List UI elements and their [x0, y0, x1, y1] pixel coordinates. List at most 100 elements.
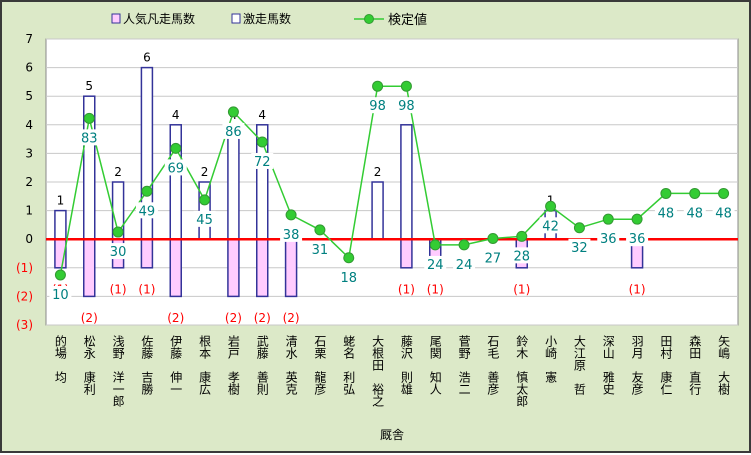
- bar-人気凡走馬数: [83, 238, 96, 298]
- point-検定値: [718, 187, 730, 199]
- legend-label-激走馬数: 激走馬数: [243, 11, 291, 26]
- bar-label-人気凡走馬数: (2): [81, 311, 98, 325]
- data-label-bg: [251, 152, 274, 169]
- data-label-bg: [308, 240, 331, 257]
- bar-label-激走馬数: 5: [85, 79, 93, 93]
- data-label-検定値: 36: [600, 232, 617, 247]
- data-label-検定値: 69: [167, 161, 184, 176]
- bar-label-激走馬数: 4: [172, 108, 180, 122]
- y-tick-label: 5: [25, 89, 33, 103]
- x-tick-label: 大江原 哲: [572, 335, 586, 396]
- x-tick-label: 浅野 洋一郎: [111, 335, 125, 407]
- bar-人気凡走馬数: [227, 238, 240, 298]
- data-label-bg: [597, 230, 620, 247]
- bar-激走馬数: [371, 181, 384, 240]
- bar-label-人気凡走馬数: (1): [398, 282, 415, 296]
- bar-人気凡走馬数: [284, 238, 298, 298]
- data-label-bg: [654, 204, 677, 221]
- point-検定値: [199, 194, 211, 206]
- bar-label-人気凡走馬数: (1): [427, 282, 444, 296]
- point-検定値: [141, 185, 153, 197]
- point-検定値: [631, 213, 643, 225]
- data-label-検定値: 83: [81, 131, 98, 146]
- bar-激走馬数: [54, 209, 67, 240]
- data-label-bg: [626, 230, 649, 247]
- data-label-検定値: 48: [715, 206, 732, 221]
- x-tick-label: 鈴木 慎太郎: [515, 334, 529, 407]
- data-label-検定値: 72: [254, 155, 271, 170]
- data-label-検定値: 10: [52, 288, 69, 303]
- data-label-検定値: 98: [398, 99, 415, 114]
- x-tick-label: 菅野 浩二: [457, 335, 471, 395]
- point-検定値: [285, 209, 297, 221]
- point-検定値: [227, 106, 239, 118]
- data-label-検定値: 24: [456, 258, 473, 273]
- data-label-bg: [366, 97, 389, 114]
- data-label-検定値: 42: [542, 219, 559, 234]
- data-label-bg: [337, 268, 360, 285]
- bar-激走馬数: [227, 124, 240, 240]
- x-tick-label: 佐藤 吉勝: [140, 335, 154, 395]
- bar-label-人気凡走馬数: (2): [225, 311, 242, 325]
- bar-label-激走馬数: 6: [143, 51, 151, 65]
- data-label-検定値: 24: [427, 258, 444, 273]
- bar-人気凡走馬数: [169, 238, 182, 298]
- legend-marker-検定値: [364, 14, 374, 24]
- x-tick-label: 森田 直行: [688, 334, 702, 395]
- y-tick-label: (3): [16, 318, 33, 332]
- y-tick-label: 0: [25, 232, 33, 246]
- x-tick-label: 武藤 善則: [255, 335, 269, 395]
- bar-激走馬数: [169, 124, 182, 240]
- y-tick-label: 7: [25, 32, 33, 46]
- data-label-bg: [78, 129, 101, 146]
- data-label-検定値: 28: [513, 249, 530, 264]
- data-label-検定値: 31: [312, 243, 329, 258]
- point-検定値: [256, 136, 268, 148]
- data-label-bg: [164, 159, 187, 176]
- data-label-bg: [568, 238, 591, 255]
- data-label-bg: [222, 122, 245, 139]
- bar-label-激走馬数: 2: [114, 165, 122, 179]
- point-検定値: [516, 230, 528, 242]
- x-tick-label: 松永 康利: [82, 335, 96, 395]
- point-検定値: [487, 232, 499, 244]
- bar-人気凡走馬数: [400, 238, 413, 269]
- point-検定値: [372, 80, 384, 92]
- point-検定値: [545, 200, 557, 212]
- data-label-bg: [481, 249, 504, 266]
- x-tick-label: 尾関 知人: [428, 335, 442, 395]
- point-検定値: [660, 187, 672, 199]
- point-検定値: [458, 239, 470, 251]
- point-検定値: [573, 222, 585, 234]
- bar-label-激走馬数: 1: [57, 194, 65, 208]
- point-検定値: [54, 269, 66, 281]
- bar-label-人気凡走馬数: (1): [513, 282, 530, 296]
- data-label-検定値: 27: [485, 251, 502, 266]
- legend: 人気凡走馬数 激走馬数 検定値: [111, 11, 427, 28]
- point-検定値: [343, 252, 355, 264]
- point-検定値: [400, 80, 412, 92]
- bar-label-激走馬数: 2: [201, 165, 209, 179]
- y-tick-label: 6: [25, 61, 33, 75]
- point-検定値: [429, 239, 441, 251]
- x-tick-label: 石栗 龍彦: [313, 335, 327, 396]
- y-tick-label: (2): [16, 289, 33, 303]
- data-label-bg: [510, 247, 533, 264]
- x-tick-label: 大根田 裕之: [371, 335, 385, 407]
- x-tick-label: 石毛 善彦: [486, 335, 500, 396]
- data-label-検定値: 45: [196, 213, 213, 228]
- x-tick-label: 田村 康仁: [659, 335, 673, 395]
- data-label-検定値: 32: [571, 241, 588, 256]
- bar-label-人気凡走馬数: (2): [283, 311, 300, 325]
- bar-label-人気凡走馬数: (1): [138, 282, 155, 296]
- data-label-bg: [453, 255, 476, 272]
- data-label-検定値: 98: [369, 99, 386, 114]
- x-tick-label: 伊藤 伸一: [169, 335, 183, 395]
- point-検定値: [83, 112, 95, 124]
- data-label-検定値: 48: [686, 206, 703, 221]
- data-label-bg: [193, 210, 216, 227]
- point-検定値: [170, 142, 182, 154]
- x-tick-label: 矢嶋 大樹: [717, 335, 731, 395]
